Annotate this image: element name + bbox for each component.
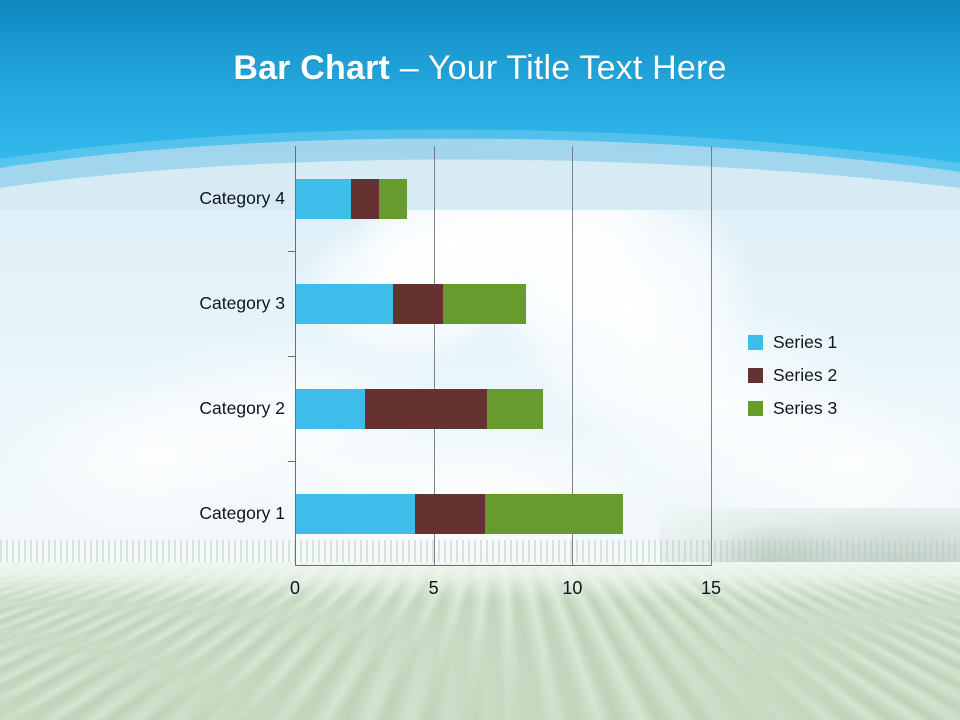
category-label: Category 4 (199, 188, 285, 208)
bar-segment-series-2[interactable] (365, 389, 488, 429)
bar-segment-series-1[interactable] (296, 284, 394, 324)
legend-swatch-icon (748, 335, 763, 350)
bar-segment-series-1[interactable] (296, 179, 352, 219)
page-title-bold: Bar Chart (233, 49, 391, 87)
content-area-curve (0, 159, 960, 210)
x-axis-line (295, 565, 711, 566)
legend-item-series-1[interactable]: Series 1 (748, 326, 837, 359)
plot-area (288, 146, 712, 566)
x-axis-tick-label: 0 (289, 578, 301, 598)
arc-band (0, 138, 960, 188)
bar-category-3[interactable] (296, 284, 527, 324)
legend-label: Series 3 (773, 398, 838, 418)
bar-segment-series-3[interactable] (379, 179, 407, 219)
bar-segment-series-2[interactable] (393, 284, 443, 324)
legend-swatch-icon (748, 401, 763, 416)
legend-label: Series 2 (773, 365, 838, 385)
x-axis-tick-label: 10 (562, 578, 583, 598)
gridline (433, 146, 435, 566)
bar-category-1[interactable] (296, 494, 624, 534)
category-label: Category 2 (199, 398, 285, 418)
y-axis-minor-tick (288, 461, 295, 462)
bar-segment-series-1[interactable] (296, 389, 366, 429)
bar-segment-series-3[interactable] (484, 494, 624, 534)
field-haze (0, 562, 960, 602)
bar-segment-series-2[interactable] (415, 494, 485, 534)
gridline (711, 146, 712, 566)
x-axis-tick-label: 5 (428, 578, 439, 598)
bar-segment-series-3[interactable] (442, 284, 527, 324)
crop-field (0, 562, 960, 720)
legend-swatch-icon (748, 368, 763, 383)
y-axis-line (295, 146, 296, 566)
bar-segment-series-1[interactable] (296, 494, 416, 534)
gridline (572, 146, 574, 566)
cloud (0, 370, 300, 540)
x-axis-tick-label: 15 (700, 578, 722, 598)
bar-segment-series-2[interactable] (351, 179, 380, 219)
category-label: Category 1 (199, 503, 285, 523)
header-sheen (0, 129, 960, 172)
category-label: Category 3 (199, 293, 285, 313)
chart-legend: Series 1 Series 2 Series 3 (748, 326, 837, 425)
legend-label: Series 1 (773, 332, 838, 352)
page-title-rest: Your Title Text Here (427, 49, 727, 87)
header-banner: Bar Chart – Your Title Text Here (0, 0, 960, 210)
page-title-dash: – (390, 49, 428, 87)
legend-item-series-3[interactable]: Series 3 (748, 392, 837, 425)
header-fill (0, 0, 960, 172)
legend-item-series-2[interactable]: Series 2 (748, 359, 837, 392)
bar-category-2[interactable] (296, 389, 543, 429)
y-axis-minor-tick (288, 251, 295, 252)
bar-segment-series-3[interactable] (487, 389, 543, 429)
page-title: Bar Chart – Your Title Text Here (0, 48, 960, 89)
bar-category-4[interactable] (296, 179, 407, 219)
y-axis-minor-tick (288, 356, 295, 357)
